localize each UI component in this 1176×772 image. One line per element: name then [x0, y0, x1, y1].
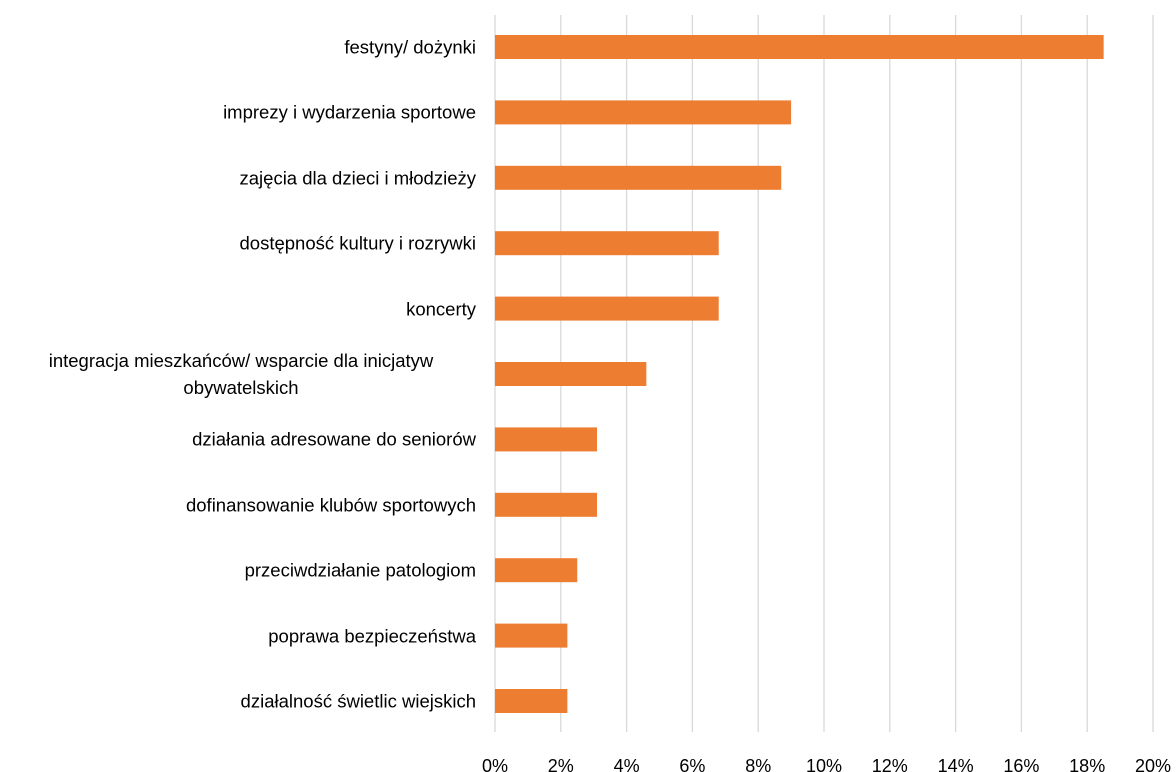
bar [495, 427, 597, 452]
y-tick-label: poprawa bezpieczeństwa [268, 625, 476, 647]
bar [495, 623, 568, 648]
y-tick-label-box: dofinansowanie klubów sportowych [0, 491, 476, 518]
bar [495, 362, 647, 386]
x-tick-label: 0% [482, 756, 508, 772]
y-tick-label: imprezy i wydarzenia sportowe [223, 101, 476, 123]
y-tick-label-box: integracja mieszkańców/ wsparcie dla ini… [0, 347, 476, 401]
x-tick-label: 16% [1003, 756, 1039, 772]
y-tick-label-box: działania adresowane do seniorów [0, 426, 476, 453]
x-tick-label: 4% [614, 756, 640, 772]
bar [495, 35, 1104, 59]
y-tick-label: działalność świetlic wiejskich [240, 690, 476, 712]
x-tick-label: 8% [745, 756, 771, 772]
y-tick-label: działania adresowane do seniorów [192, 428, 476, 450]
y-tick-label-box: przeciwdziałanie patologiom [0, 557, 476, 584]
y-tick-label: zajęcia dla dzieci i młodzieży [239, 167, 477, 189]
x-tick-label: 20% [1135, 756, 1171, 772]
y-tick-label: dofinansowanie klubów sportowych [185, 494, 476, 516]
y-tick-label: dostępność kultury i rozrywki [239, 232, 476, 254]
y-tick-label-box: zajęcia dla dzieci i młodzieży [0, 164, 477, 191]
y-tick-label-box: koncerty [0, 295, 476, 322]
bar [495, 296, 719, 321]
y-tick-label: integracja mieszkańców/ wsparcie dla ini… [48, 350, 434, 398]
y-tick-label: przeciwdziałanie patologiom [244, 559, 476, 581]
y-tick-label-box: festyny/ dożynki [0, 34, 476, 61]
x-tick-label: 18% [1069, 756, 1105, 772]
y-tick-label-box: działalność świetlic wiejskich [0, 688, 476, 715]
x-tick-label: 2% [548, 756, 574, 772]
bar [495, 558, 578, 583]
x-tick-label: 10% [806, 756, 842, 772]
y-tick-label-box: dostępność kultury i rozrywki [0, 230, 476, 257]
y-tick-label-box: poprawa bezpieczeństwa [0, 622, 476, 649]
x-tick-label: 6% [679, 756, 705, 772]
y-tick-label-box: imprezy i wydarzenia sportowe [0, 99, 476, 126]
y-tick-label: festyny/ dożynki [344, 36, 476, 58]
y-tick-label: koncerty [406, 298, 476, 320]
bar [495, 689, 568, 713]
x-tick-label: 14% [938, 756, 974, 772]
x-tick-label: 12% [872, 756, 908, 772]
bar [495, 100, 792, 125]
bar [495, 231, 719, 256]
bar [495, 492, 597, 517]
bar [495, 165, 782, 190]
